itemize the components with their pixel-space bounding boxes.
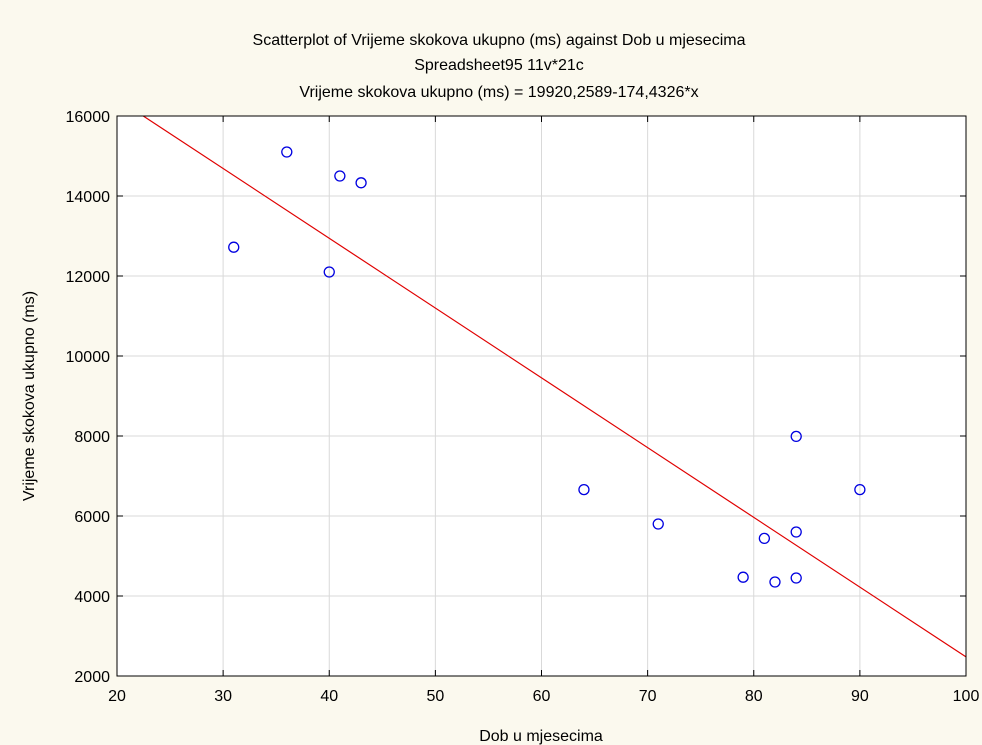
y-tick-label: 16000: [66, 109, 111, 126]
x-tick-label: 100: [953, 688, 980, 705]
data-point: [737, 571, 749, 583]
x-tick-label: 80: [745, 688, 763, 705]
data-point: [790, 572, 802, 584]
y-axis-label: Vrijeme skokova ukupno (ms): [21, 291, 38, 501]
y-tick-label: 4000: [74, 589, 110, 606]
y-tick-labels: 2000 4000 6000 8000 10000 12000 14000 16000: [66, 109, 111, 686]
x-tick-label: 30: [214, 688, 232, 705]
y-tick-label: 12000: [66, 269, 111, 286]
regression-equation: Vrijeme skokova ukupno (ms) = 19920,2589…: [299, 84, 698, 101]
y-tick-label: 10000: [66, 349, 111, 366]
data-point: [228, 241, 240, 253]
data-point: [758, 532, 771, 545]
x-tick-label: 20: [108, 688, 126, 705]
y-tick-label: 14000: [66, 189, 111, 206]
y-tick-label: 8000: [74, 429, 110, 446]
y-tick-label: 6000: [74, 509, 110, 526]
chart-title: Scatterplot of Vrijeme skokova ukupno (m…: [253, 32, 746, 49]
regression-line: [142, 115, 967, 658]
data-point: [790, 430, 802, 443]
data-point: [769, 576, 781, 588]
x-tick-label: 60: [533, 688, 551, 705]
x-tick-label: 50: [426, 688, 444, 705]
data-point: [652, 518, 664, 530]
data-point: [854, 483, 866, 496]
x-tick-label: 70: [639, 688, 657, 705]
x-tick-label: 40: [320, 688, 338, 705]
y-tick-label: 2000: [74, 669, 110, 686]
x-axis-label: Dob u mjesecima: [479, 728, 603, 745]
grid-lines: [117, 116, 966, 676]
plot-frame: [116, 115, 967, 677]
data-point: [323, 266, 335, 278]
data-points: [228, 146, 866, 588]
data-point: [281, 146, 293, 158]
data-point: [355, 177, 367, 189]
data-point: [790, 526, 802, 538]
data-point: [578, 483, 590, 496]
data-point: [334, 170, 346, 182]
x-tick-label: 90: [851, 688, 869, 705]
chart-subtitle: Spreadsheet95 11v*21c: [414, 57, 584, 74]
x-tick-labels: 20 30 40 50 60 70 80 90 100: [108, 688, 979, 705]
